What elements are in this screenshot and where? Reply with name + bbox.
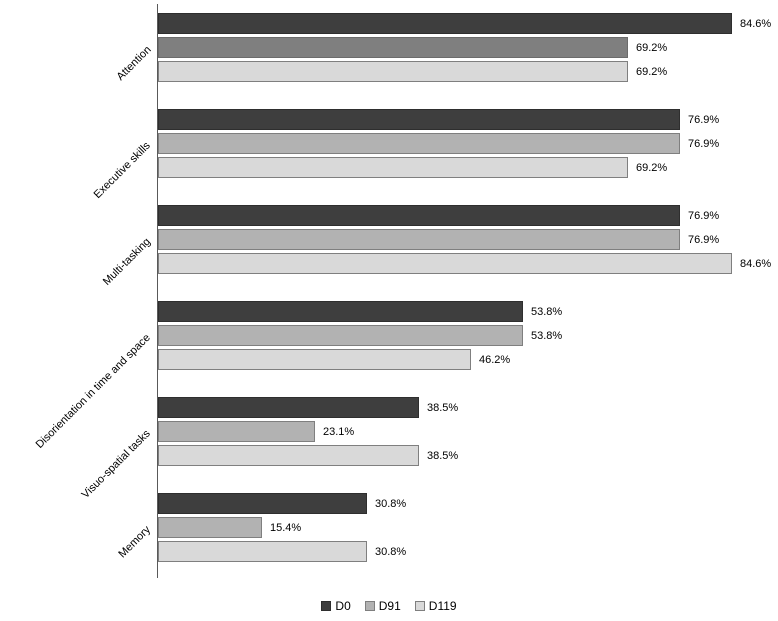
- bar-d119: [158, 61, 628, 82]
- legend-label: D0: [335, 599, 351, 613]
- legend-item-d91: D91: [364, 599, 401, 613]
- category-axis-line: [157, 4, 158, 578]
- bar-d0: [158, 493, 367, 514]
- category-label: Visuo-spatial tasks: [80, 427, 154, 501]
- bar-d119: [158, 253, 732, 274]
- value-label: 53.8%: [531, 305, 563, 318]
- bar-row: 69.2%: [158, 37, 771, 58]
- bar-d119: [158, 349, 471, 370]
- value-label: 23.1%: [323, 425, 355, 438]
- value-label: 69.2%: [636, 161, 668, 174]
- bar-row: 53.8%: [158, 325, 771, 346]
- value-label: 69.2%: [636, 65, 668, 78]
- bar-row: 53.8%: [158, 301, 771, 322]
- legend-swatch-icon: [364, 601, 375, 611]
- value-label: 76.9%: [688, 233, 720, 246]
- value-label: 15.4%: [270, 521, 302, 534]
- bar-d91: [158, 229, 680, 250]
- bar-group: 76.9% 76.9% 84.6%: [158, 205, 771, 274]
- bar-row: 69.2%: [158, 157, 771, 178]
- value-label: 76.9%: [688, 113, 720, 126]
- bar-d91: [158, 325, 523, 346]
- bar-d0: [158, 109, 680, 130]
- bar-row: 38.5%: [158, 445, 771, 466]
- bar-group: 53.8% 53.8% 46.2%: [158, 301, 771, 370]
- value-label: 69.2%: [636, 41, 668, 54]
- bar-d0: [158, 13, 732, 34]
- bar-d119: [158, 541, 367, 562]
- value-label: 30.8%: [375, 545, 407, 558]
- legend: D0 D91 D119: [0, 599, 778, 613]
- bar-group: 38.5% 23.1% 38.5%: [158, 397, 771, 466]
- bar-row: 76.9%: [158, 229, 771, 250]
- bar-row: 84.6%: [158, 13, 771, 34]
- bar-row: 23.1%: [158, 421, 771, 442]
- bar-row: 38.5%: [158, 397, 771, 418]
- bar-d119: [158, 157, 628, 178]
- bar-d0: [158, 397, 419, 418]
- bars-layer: 84.6% 69.2% 69.2% 76.9% 76.9% 69.2% 76.9% 76.9%…: [158, 13, 771, 589]
- value-label: 38.5%: [427, 401, 459, 414]
- bar-d0: [158, 205, 680, 226]
- bar-d91: [158, 133, 680, 154]
- bar-row: 30.8%: [158, 541, 771, 562]
- value-label: 84.6%: [740, 17, 772, 30]
- value-label: 53.8%: [531, 329, 563, 342]
- legend-swatch-icon: [321, 601, 332, 611]
- legend-item-d0: D0: [321, 599, 351, 613]
- value-label: 30.8%: [375, 497, 407, 510]
- bar-group: 84.6% 69.2% 69.2%: [158, 13, 771, 82]
- legend-swatch-icon: [414, 601, 425, 611]
- bar-row: 30.8%: [158, 493, 771, 514]
- value-label: 38.5%: [427, 449, 459, 462]
- bar-group: 76.9% 76.9% 69.2%: [158, 109, 771, 178]
- bar-row: 76.9%: [158, 133, 771, 154]
- category-label: Executive skills: [92, 139, 154, 201]
- bar-d0: [158, 301, 523, 322]
- category-label: Attention: [114, 43, 154, 83]
- bar-row: 15.4%: [158, 517, 771, 538]
- value-label: 46.2%: [479, 353, 511, 366]
- bar-row: 76.9%: [158, 205, 771, 226]
- bar-group: 30.8% 15.4% 30.8%: [158, 493, 771, 562]
- bar-row: 46.2%: [158, 349, 771, 370]
- value-label: 76.9%: [688, 209, 720, 222]
- bar-row: 84.6%: [158, 253, 771, 274]
- category-label: Multi-tasking: [101, 235, 154, 288]
- legend-label: D119: [428, 599, 457, 613]
- bar-d119: [158, 445, 419, 466]
- bar-d91: [158, 517, 262, 538]
- legend-label: D91: [378, 599, 401, 613]
- category-label: Memory: [116, 523, 154, 561]
- legend-item-d119: D119: [414, 599, 457, 613]
- bar-d91: [158, 37, 628, 58]
- bar-d91: [158, 421, 315, 442]
- bar-row: 76.9%: [158, 109, 771, 130]
- bar-row: 69.2%: [158, 61, 771, 82]
- value-label: 76.9%: [688, 137, 720, 150]
- value-label: 84.6%: [740, 257, 772, 270]
